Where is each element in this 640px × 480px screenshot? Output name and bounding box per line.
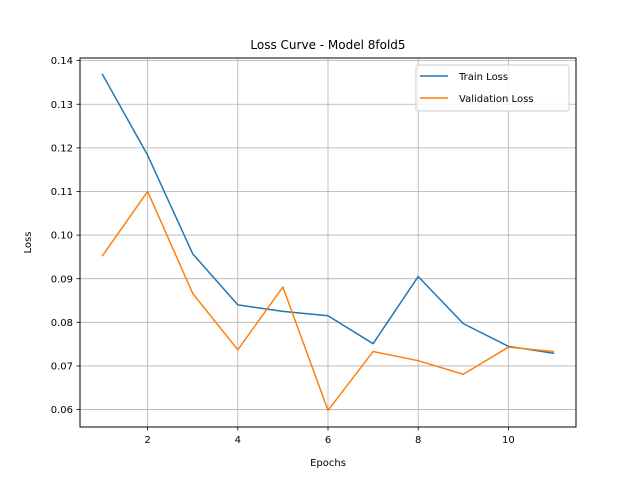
- x-axis-label: Epochs: [310, 458, 346, 469]
- x-tick-label: 4: [235, 435, 241, 446]
- legend-box: [415, 64, 570, 112]
- y-tick-label: 0.08: [51, 318, 73, 329]
- y-tick-label: 0.13: [51, 100, 73, 111]
- x-tick-label: 2: [144, 435, 150, 446]
- x-tick-label: 10: [502, 435, 515, 446]
- y-tick-label: 0.12: [51, 143, 73, 154]
- y-tick-label: 0.06: [51, 405, 73, 416]
- legend-label-validation-loss: Validation Loss: [459, 94, 534, 105]
- x-tick-label: 6: [325, 435, 331, 446]
- chart-title: Loss Curve - Model 8fold5: [250, 38, 405, 52]
- series-line-train-loss: [101, 73, 555, 355]
- y-tick-label: 0.07: [51, 362, 73, 373]
- grid: [80, 58, 576, 427]
- y-tick-label: 0.11: [51, 187, 73, 198]
- x-tick-label: 8: [415, 435, 421, 446]
- y-tick-label: 0.14: [51, 56, 73, 67]
- y-tick-label: 0.10: [51, 231, 73, 242]
- y-tick-label: 0.09: [51, 274, 73, 285]
- y-axis-label: Loss: [23, 232, 34, 254]
- series-lines: [101, 73, 555, 412]
- legend-label-train-loss: Train Loss: [458, 72, 508, 83]
- legend: Train Loss Validation Loss: [415, 64, 570, 112]
- series-line-validation-loss: [101, 190, 555, 412]
- axis-ticks: 2 4 6 8 10 0.06 0.07 0.08 0.09 0.10 0.11 0.12 0.13 0.…: [51, 56, 515, 446]
